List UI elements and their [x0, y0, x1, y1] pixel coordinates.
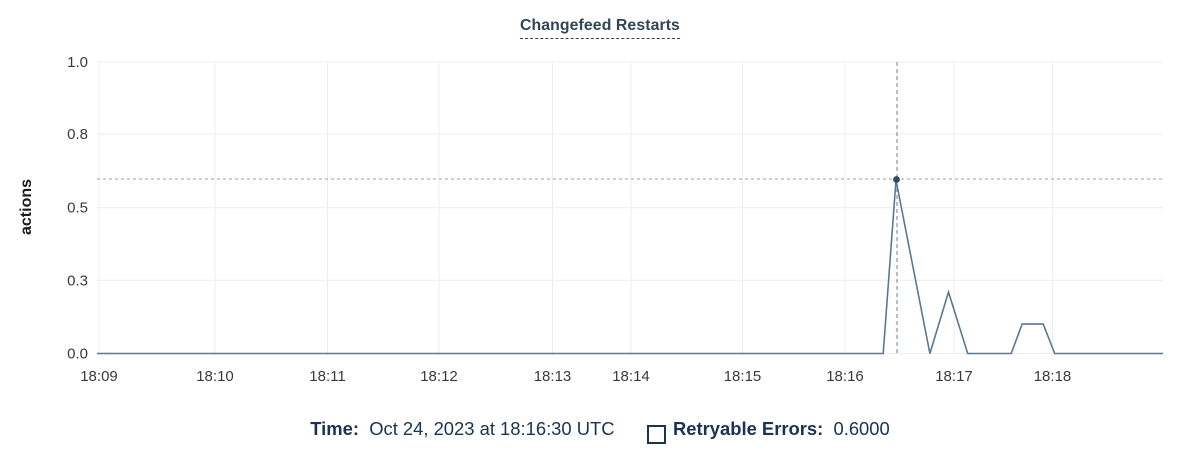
- svg-text:18:13: 18:13: [534, 368, 572, 385]
- svg-text:actions: actions: [18, 179, 35, 235]
- svg-text:18:18: 18:18: [1034, 368, 1072, 385]
- svg-text:18:10: 18:10: [196, 368, 234, 385]
- svg-text:18:14: 18:14: [612, 368, 650, 385]
- svg-text:18:09: 18:09: [80, 368, 118, 385]
- svg-text:18:16: 18:16: [826, 368, 864, 385]
- svg-text:18:15: 18:15: [724, 368, 762, 385]
- svg-text:0.0: 0.0: [67, 346, 88, 363]
- svg-text:18:11: 18:11: [309, 368, 345, 385]
- svg-text:18:17: 18:17: [935, 368, 973, 385]
- svg-text:1.0: 1.0: [67, 54, 88, 71]
- svg-text:0.8: 0.8: [67, 126, 88, 143]
- svg-text:0.3: 0.3: [67, 272, 88, 289]
- svg-text:0.5: 0.5: [67, 200, 88, 217]
- svg-text:18:12: 18:12: [420, 368, 458, 385]
